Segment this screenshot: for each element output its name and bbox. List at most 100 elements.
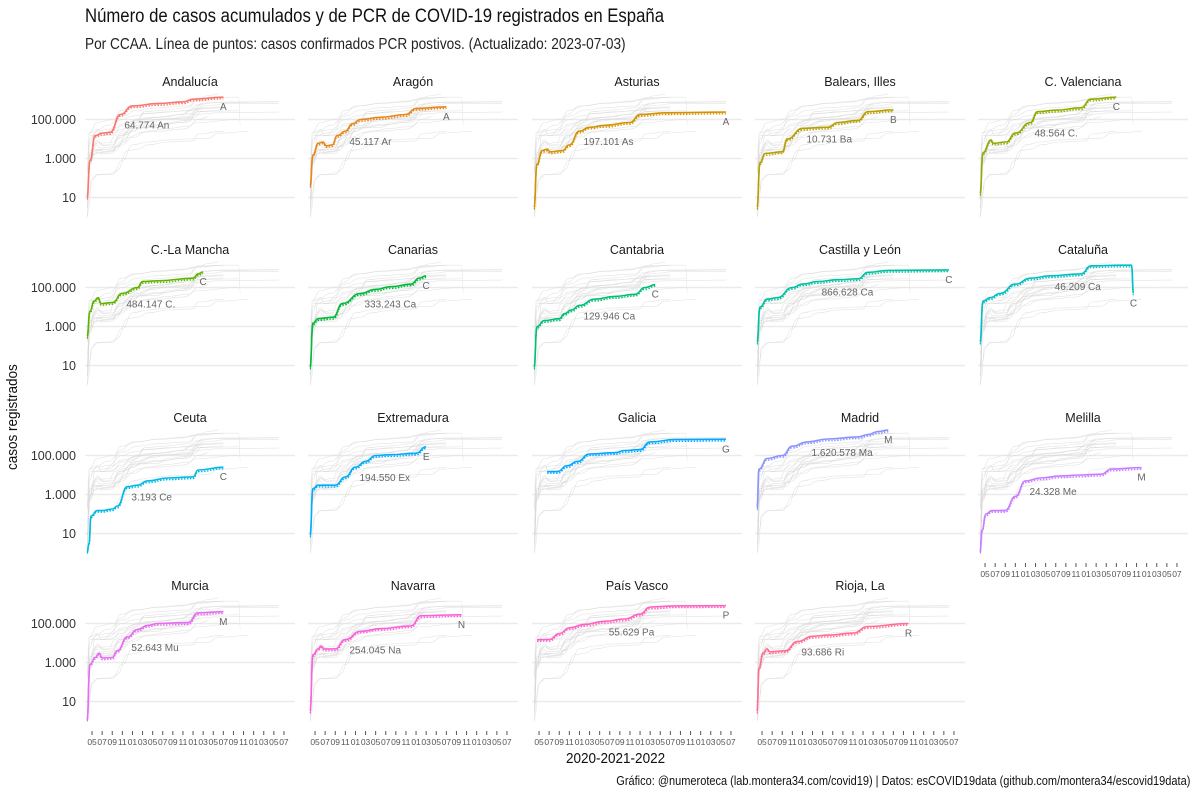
background-series-line <box>760 101 949 136</box>
background-series-line <box>760 605 949 640</box>
facet-title: Galicia <box>618 411 656 425</box>
series-value-label: 45.117 Ar <box>349 137 392 148</box>
background-series-line <box>309 278 462 376</box>
background-series-line <box>533 264 671 366</box>
background-series-line <box>86 298 224 386</box>
x-tick-label: 07 <box>320 737 330 747</box>
background-series-line <box>533 264 671 363</box>
x-tick-label: 07 <box>990 569 1000 579</box>
background-series-line <box>313 269 502 304</box>
background-series-line <box>309 432 447 534</box>
background-series-line <box>533 432 671 531</box>
series-value-label: 48.564 C. <box>1035 129 1078 140</box>
background-series-line <box>86 131 249 218</box>
x-tick-label: 03 <box>482 737 492 747</box>
pcr-dotted-line <box>547 440 726 474</box>
background-series-line <box>979 131 1142 218</box>
background-series-line <box>756 275 894 386</box>
background-series-line <box>309 261 442 341</box>
background-series-line <box>979 107 1117 218</box>
x-tick-label: 11 <box>179 737 188 747</box>
y-tick-label: 100.000 <box>31 113 76 127</box>
x-tick-label: 05 <box>716 737 726 747</box>
background-series-line <box>533 110 651 200</box>
facet-title: C. Valenciana <box>1045 75 1122 89</box>
x-tick-label: 05 <box>818 737 828 747</box>
background-series-line <box>86 432 224 531</box>
background-series-line <box>86 455 239 544</box>
x-tick-label: 09 <box>1061 569 1071 579</box>
series-line <box>86 611 224 722</box>
chart-title: Número de casos acumulados y de PCR de C… <box>85 6 664 27</box>
pcr-dotted-line <box>309 276 427 370</box>
background-series-line <box>533 261 666 341</box>
y-tick-label: 100.000 <box>31 617 76 631</box>
facet-title: Cantabria <box>610 243 664 257</box>
background-series-line <box>309 110 427 200</box>
background-series-line <box>309 635 472 722</box>
series-value-label: 55.629 Pa <box>609 627 655 638</box>
background-series-line <box>533 446 686 544</box>
background-series-line <box>100 607 279 640</box>
background-series-line <box>979 96 1117 198</box>
x-tick-label: 01 <box>575 737 585 747</box>
facet-panel: Madrid M 1.620.578 Ma <box>755 411 965 554</box>
x-tick-label: 05 <box>432 737 442 747</box>
background-series-line <box>86 623 239 712</box>
background-series-line <box>86 432 241 511</box>
x-tick-label: 01 <box>1081 569 1091 579</box>
background-series-line <box>756 600 894 702</box>
series-end-label: C <box>1113 102 1120 113</box>
background-series-line <box>756 96 911 175</box>
background-series-line <box>86 278 204 368</box>
x-tick-label: 07 <box>889 737 899 747</box>
x-tick-label: 07 <box>726 737 736 747</box>
background-series-line <box>537 101 726 136</box>
background-series-line <box>86 287 239 376</box>
series-line <box>86 96 224 199</box>
y-tick-label: 10 <box>62 695 76 709</box>
background-series-line <box>993 103 1172 136</box>
background-series-line <box>756 96 894 195</box>
pcr-dotted-line <box>756 624 909 715</box>
x-tick-label: 05 <box>1102 569 1112 579</box>
x-tick-label: 05 <box>148 737 158 747</box>
background-series-line <box>533 443 671 554</box>
x-tick-label: 05 <box>1162 569 1172 579</box>
x-tick-label: 05 <box>1041 569 1051 579</box>
background-series-line <box>993 439 1172 472</box>
facet-panel: C. Valenciana C 48.564 C. <box>978 75 1188 218</box>
background-series-line <box>983 437 1172 472</box>
background-series-line <box>533 635 696 722</box>
series-value-label: 64.774 An <box>124 121 169 132</box>
facet-title: Aragón <box>393 75 433 89</box>
facet-panel: C.-La Mancha 100.000 1.000 10 C 484.147 C. <box>31 243 295 386</box>
x-tick-label: 03 <box>1031 569 1041 579</box>
background-series-line <box>756 614 874 704</box>
x-tick-label: 01 <box>858 737 868 747</box>
background-series-line <box>86 101 279 175</box>
background-series-line <box>756 101 949 175</box>
pcr-dotted-line <box>86 273 204 340</box>
background-series-line <box>86 614 239 712</box>
background-series-line <box>756 446 909 544</box>
background-series-line <box>313 437 502 472</box>
background-series-line <box>756 264 894 363</box>
x-tick-label: 03 <box>1152 569 1162 579</box>
background-series-line <box>533 437 726 511</box>
x-tick-label: 07 <box>666 737 676 747</box>
facet-panel: Andalucía 100.000 1.000 10 A 64.774 An <box>31 75 295 218</box>
x-tick-label: 05 <box>656 737 666 747</box>
background-series-line <box>533 96 688 175</box>
series-line <box>756 269 949 344</box>
pcr-dotted-line <box>979 468 1142 554</box>
x-tick-label: 03 <box>198 737 208 747</box>
background-series-line <box>983 269 1172 304</box>
background-series-line <box>756 600 894 699</box>
background-series-line <box>533 96 671 195</box>
background-series-line <box>90 437 279 472</box>
background-series-line <box>979 299 1142 386</box>
background-series-line <box>756 467 919 554</box>
x-tick-label: 09 <box>331 737 341 747</box>
background-series-line <box>86 269 279 343</box>
